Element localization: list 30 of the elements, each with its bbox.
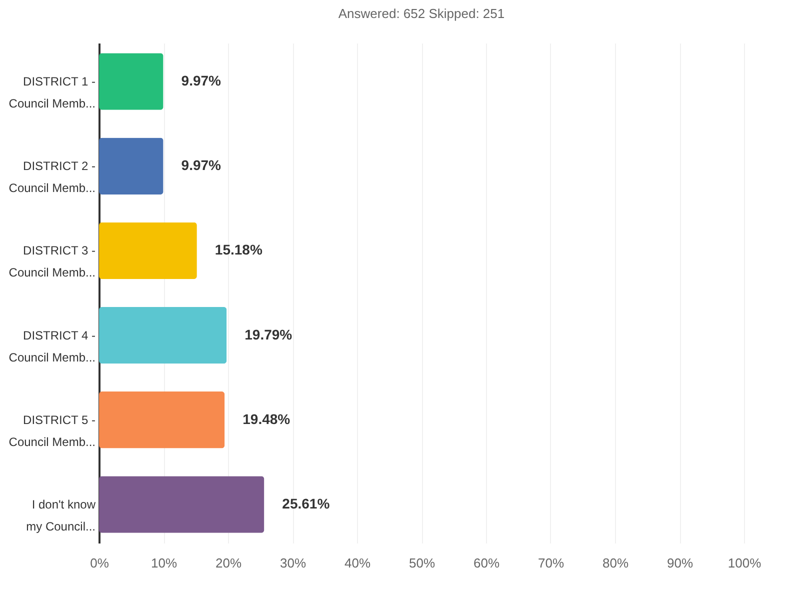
bar (99, 476, 264, 533)
x-tick-label: 90% (666, 556, 694, 570)
data-label: 15.18% (214, 242, 263, 258)
x-tick-label: 70% (538, 556, 564, 570)
x-tick-label: 80% (602, 556, 629, 570)
bar (99, 306, 227, 364)
y-tick-label: I don't know my Council... (26, 498, 96, 534)
data-label: 9.97% (181, 157, 222, 174)
x-tick-label: 50% (408, 556, 436, 570)
y-tick-label: DISTRICT 3 - Council Memb... (8, 244, 96, 280)
x-tick-label: 30% (280, 556, 306, 570)
x-tick-label: 20% (215, 556, 242, 570)
y-tick-label: DISTRICT 4 - Council Memb... (8, 328, 96, 364)
bar (99, 222, 197, 280)
bar (99, 138, 164, 194)
data-label: 19.79% (244, 326, 293, 342)
y-tick-label: DISTRICT 5 - Council Memb... (8, 412, 96, 449)
y-tick-label: DISTRICT 2 - Council Memb... (8, 159, 96, 196)
data-label: 19.48% (242, 410, 291, 427)
x-tick-label: 100% (728, 556, 762, 570)
data-label: 25.61% (282, 496, 330, 512)
x-tick-label: 60% (473, 556, 500, 570)
bar (99, 392, 225, 448)
x-tick-label: 10% (150, 556, 178, 570)
bar (99, 53, 164, 110)
chart-title: Answered: 652 Skipped: 251 (338, 6, 505, 21)
data-label: 9.97% (181, 72, 222, 88)
x-tick-label: 40% (344, 556, 371, 570)
y-tick-label: DISTRICT 1 - Council Memb... (8, 74, 96, 110)
x-tick-label: 0% (90, 556, 110, 570)
